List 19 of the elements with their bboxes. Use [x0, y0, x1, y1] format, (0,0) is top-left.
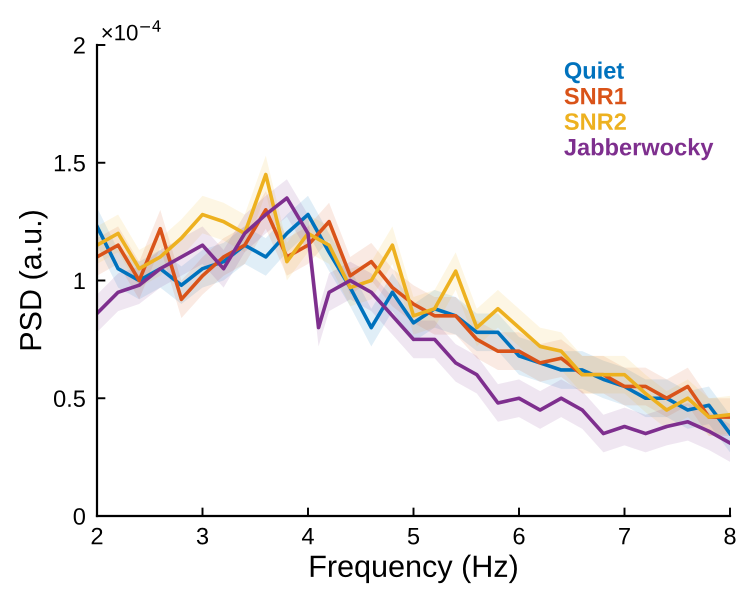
x-tick-label: 6	[514, 528, 525, 544]
text: ×10$^{−4}$	[102, 20, 161, 40]
text: Quiet	[564, 62, 624, 84]
y-tick-label: 1.5	[54, 155, 85, 172]
x-tick-label: 5	[408, 528, 420, 544]
x-tick-label: 8	[724, 528, 736, 544]
text: Jabberwocky	[564, 138, 714, 160]
y-tick-label: 0.5	[54, 390, 85, 408]
x-tick-label: 7	[619, 528, 630, 544]
text: SNR2	[564, 113, 626, 130]
x-tick-label: 4	[302, 528, 314, 544]
text: SNR1	[564, 88, 626, 104]
x-tick-label: 2	[92, 528, 102, 544]
x-tick-label: 3	[196, 528, 208, 544]
y-tick-label: 2	[74, 37, 85, 54]
x-axis-title: Frequency (Hz)	[310, 554, 517, 584]
y-tick-label: 0	[74, 508, 85, 525]
y-tick-label: 1	[74, 272, 85, 290]
y-axis-title: PSD (a.u.)	[19, 211, 48, 350]
